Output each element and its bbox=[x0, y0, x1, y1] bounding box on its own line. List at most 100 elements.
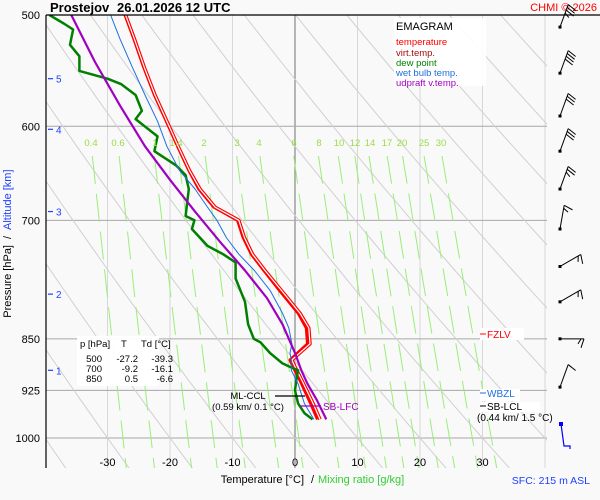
fzlv-label: FZLV bbox=[487, 330, 511, 341]
mixing-ratio-label: 3 bbox=[234, 138, 239, 149]
wind-barb-staff bbox=[559, 289, 582, 303]
wind-barb-feather bbox=[565, 98, 574, 106]
y-axis-separator: / bbox=[2, 235, 14, 239]
mixing-ratio-label: 2 bbox=[201, 138, 206, 149]
altitude-tick-label: 1 bbox=[56, 366, 62, 377]
altitude-tick-label: 3 bbox=[56, 208, 62, 219]
wind-barb bbox=[558, 93, 576, 118]
mixing-ratio-label: 0.6 bbox=[111, 138, 124, 149]
y-axis-title-group: Pressure [hPa] / Altitude [km] bbox=[2, 169, 14, 317]
mixing-ratio-label: 1 bbox=[152, 138, 157, 149]
dry-adiabat bbox=[46, 100, 320, 468]
pressure-tick-label: 925 bbox=[22, 385, 40, 397]
mixing-ratio-line bbox=[178, 155, 218, 468]
wind-barb-feather bbox=[567, 364, 576, 371]
table-header-p: p [hPa] bbox=[80, 339, 110, 350]
wind-barb-feather bbox=[563, 204, 573, 211]
profile-series bbox=[48, 15, 328, 421]
mixing-ratio-label: 14 bbox=[365, 138, 376, 149]
mixing-ratio-line bbox=[441, 155, 498, 468]
mixing-ratio-label: 12 bbox=[350, 138, 361, 149]
mixing-ratio-label: 8 bbox=[316, 138, 321, 149]
dry-adiabat bbox=[46, 180, 257, 468]
wbzl-annotation: WBZL bbox=[480, 389, 520, 401]
x-axis-title: Temperature [°C] bbox=[221, 474, 304, 486]
wind-barb-feather bbox=[567, 166, 576, 173]
wind-barb-feather bbox=[564, 12, 570, 18]
legend-title: EMAGRAM bbox=[396, 21, 453, 33]
wind-barb-station bbox=[558, 71, 562, 75]
dry-adiabat bbox=[192, 15, 547, 441]
wind-barb-station bbox=[558, 300, 562, 304]
wind-barb-station bbox=[558, 264, 562, 268]
wind-barb-feather bbox=[566, 6, 575, 14]
wind-barb-staff bbox=[559, 364, 569, 388]
mixing-ratio-line bbox=[354, 155, 405, 468]
wind-barb-staff bbox=[559, 128, 569, 152]
wind-barb-feather bbox=[567, 128, 576, 135]
x-axis-title-2: Mixing ratio [g/kg] bbox=[318, 474, 404, 486]
dry-adiabat bbox=[397, 15, 547, 185]
wind-barb bbox=[558, 166, 576, 191]
wind-barb bbox=[558, 289, 584, 304]
wind-barb-staff bbox=[559, 166, 569, 190]
wind-barb-feather bbox=[565, 9, 574, 17]
legend-virt-temp: virt.temp. bbox=[396, 48, 435, 59]
wind-barb bbox=[558, 4, 576, 29]
wind-barb bbox=[558, 50, 576, 75]
wind-barb-feather bbox=[565, 171, 571, 177]
mixing-ratio-label: 10 bbox=[334, 138, 345, 149]
wind-barb-feather bbox=[566, 95, 575, 103]
surface-wind-dot bbox=[559, 422, 563, 426]
wind-barb-station bbox=[558, 187, 562, 191]
table-header-t: T bbox=[121, 339, 127, 350]
wind-barb-feather bbox=[580, 289, 584, 300]
wind-barb-station bbox=[558, 114, 562, 118]
surface-elevation: SFC: 215 m ASL bbox=[512, 475, 590, 487]
pressure-tick-label: 500 bbox=[22, 10, 40, 22]
pressure-tick-label: 700 bbox=[22, 215, 40, 227]
legend-temperature: temperature bbox=[396, 37, 447, 48]
legend: EMAGRAM temperature virt.temp. dew point… bbox=[394, 18, 486, 89]
mixing-ratio-line bbox=[153, 155, 193, 468]
plot-frame bbox=[45, 14, 600, 468]
mixing-ratio-label: 0.4 bbox=[84, 138, 97, 149]
dry-adiabat bbox=[243, 15, 547, 374]
data-table: p [hPa] T Td [°C] 500 -27.2 -39.3 700 -9… bbox=[77, 336, 173, 386]
pressure-tick-label: 850 bbox=[22, 334, 40, 346]
x-axis-separator: / bbox=[311, 474, 315, 486]
mixing-ratio-line bbox=[318, 155, 366, 468]
mixing-ratio-line bbox=[402, 155, 456, 468]
wind-barb-feather bbox=[566, 168, 575, 176]
temperature-tick-label: -20 bbox=[162, 457, 178, 469]
mixing-ratio-label: 25 bbox=[419, 138, 430, 149]
dry-adiabat bbox=[46, 262, 194, 468]
temperature-tick-label: -10 bbox=[225, 457, 241, 469]
table-cell: -27.2 bbox=[116, 354, 138, 365]
station-name: Prostejov bbox=[50, 0, 110, 15]
temperature-tick-label: 20 bbox=[414, 457, 426, 469]
wind-barb-feather bbox=[580, 338, 585, 348]
legend-dew-point: dew point bbox=[396, 58, 437, 69]
surface-wind-marker bbox=[560, 423, 571, 449]
wbzl-label: WBZL bbox=[487, 389, 515, 400]
table-cell: 0.5 bbox=[125, 374, 138, 385]
sb-lfc-label: SB-LFC bbox=[323, 402, 359, 413]
wind-barbs bbox=[558, 4, 585, 389]
y-axis-title: Pressure [hPa] bbox=[2, 245, 14, 318]
udpraft-v-temp-line bbox=[70, 15, 328, 420]
temperature-tick-label: 30 bbox=[476, 457, 488, 469]
wind-barb-station bbox=[558, 385, 562, 389]
mixing-ratio-label: 30 bbox=[436, 138, 447, 149]
mixing-ratio-label: 1.4 bbox=[169, 138, 182, 149]
wind-barb bbox=[558, 364, 576, 389]
dry-adiabat bbox=[46, 23, 384, 468]
wind-barb-staff bbox=[559, 254, 582, 267]
wind-barb-staff bbox=[559, 205, 565, 230]
mixing-ratio-line bbox=[91, 155, 127, 468]
mixing-ratio-label: 20 bbox=[397, 138, 408, 149]
mixing-ratio-label: 17 bbox=[382, 138, 393, 149]
temperature-tick-label: 10 bbox=[351, 457, 363, 469]
wind-barb-feather bbox=[577, 338, 582, 345]
table-row: 850 0.5 -6.6 bbox=[86, 374, 173, 385]
